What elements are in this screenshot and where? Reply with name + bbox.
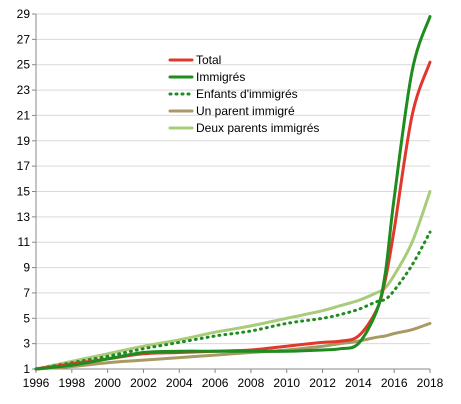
- y-tick-label: 3: [23, 337, 30, 351]
- x-tick-label: 2002: [130, 376, 157, 390]
- y-tick-label: 23: [17, 83, 31, 97]
- y-tick-label: 25: [17, 58, 31, 72]
- x-tick-label: 2004: [166, 376, 193, 390]
- y-tick-label: 27: [17, 32, 31, 46]
- x-tick-label: 1996: [23, 376, 50, 390]
- legend-label: Immigrés: [196, 70, 245, 84]
- series-line-1: [34, 15, 432, 371]
- series-line-2: [34, 230, 432, 371]
- y-tick-label: 9: [23, 261, 30, 275]
- axes: [32, 13, 431, 373]
- legend-label: Enfants d'immigrés: [196, 87, 298, 101]
- x-tick-label: 2012: [309, 376, 336, 390]
- x-tick-label: 2008: [238, 376, 265, 390]
- y-tick-label: 17: [17, 159, 31, 173]
- series-line-4: [34, 190, 432, 371]
- y-tick-label: 29: [17, 7, 31, 21]
- x-tick-label: 2006: [202, 376, 229, 390]
- legend-label: Deux parents immigrés: [196, 121, 319, 135]
- legend-label: Total: [196, 53, 221, 67]
- y-tick-label: 1: [23, 362, 30, 376]
- gridlines: [36, 13, 430, 370]
- legend: Total Immigrés Enfants d'immigrés Un parent…: [168, 53, 319, 135]
- x-tick-label: 2016: [381, 376, 408, 390]
- x-tick-labels: 1996 1998 2000 2002 2004 2006 2008 2010 2012 2014…: [23, 376, 444, 390]
- x-tick-label: 2010: [273, 376, 300, 390]
- x-tick-label: 2014: [345, 376, 372, 390]
- y-tick-label: 21: [17, 108, 31, 122]
- legend-label: Un parent immigré: [196, 104, 295, 118]
- x-tick-label: 1998: [58, 376, 85, 390]
- series-lines: [34, 15, 432, 371]
- y-tick-label: 15: [17, 185, 31, 199]
- y-tick-label: 5: [23, 311, 30, 325]
- y-tick-label: 7: [23, 286, 30, 300]
- y-tick-label: 13: [17, 210, 31, 224]
- y-tick-label: 11: [18, 235, 31, 249]
- y-tick-label: 19: [17, 134, 31, 148]
- x-tick-label: 2018: [417, 376, 444, 390]
- series-line-3: [34, 321, 432, 371]
- x-tick-label: 2000: [94, 376, 121, 390]
